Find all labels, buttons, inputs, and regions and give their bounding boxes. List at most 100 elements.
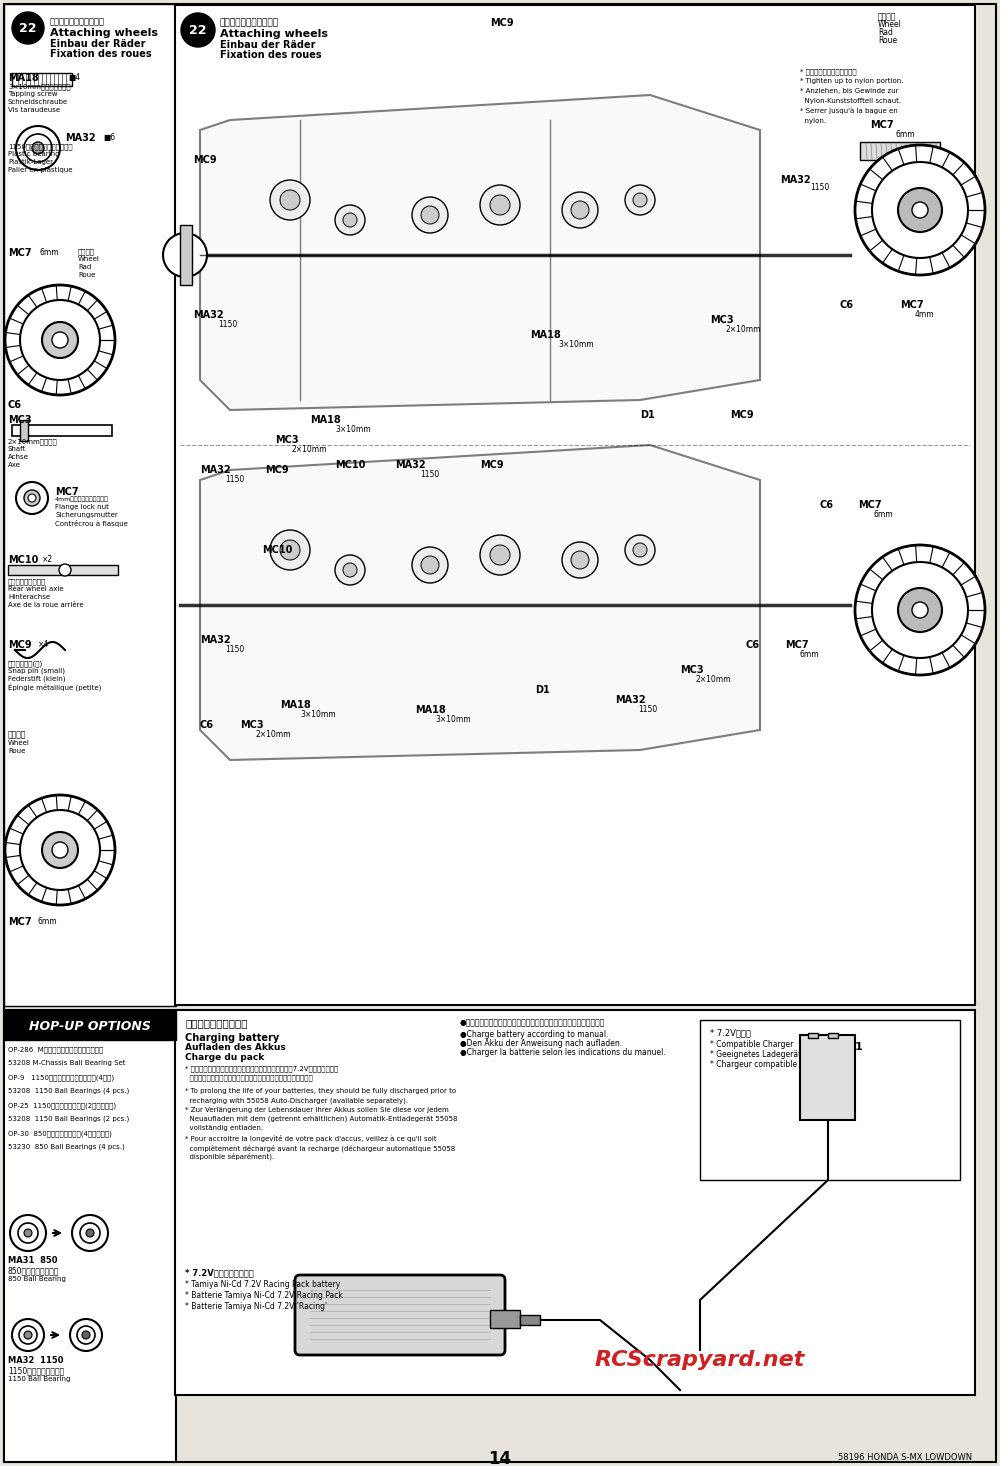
Text: MC3: MC3 xyxy=(710,315,734,325)
Text: MC9: MC9 xyxy=(490,18,514,28)
Bar xyxy=(4,1010,176,1462)
Text: Attaching wheels: Attaching wheels xyxy=(220,29,328,40)
Text: ×2: ×2 xyxy=(42,556,53,564)
Circle shape xyxy=(32,142,44,154)
Text: Roue: Roue xyxy=(8,748,25,754)
Text: 4mm: 4mm xyxy=(915,309,935,320)
Text: * Anziehen, bis Gewinde zur: * Anziehen, bis Gewinde zur xyxy=(800,88,898,94)
Text: MC9: MC9 xyxy=(193,155,217,166)
Circle shape xyxy=(855,145,985,276)
Text: MA32: MA32 xyxy=(200,635,231,645)
Text: Einbau der Räder: Einbau der Räder xyxy=(220,40,316,50)
Text: 4mmフランジロックナット: 4mmフランジロックナット xyxy=(55,496,109,501)
Circle shape xyxy=(625,535,655,564)
Circle shape xyxy=(412,547,448,583)
Text: MA32: MA32 xyxy=(200,465,231,475)
Text: MC3: MC3 xyxy=(8,415,32,425)
Text: Federstift (klein): Federstift (klein) xyxy=(8,676,66,683)
Text: MC10: MC10 xyxy=(335,460,365,471)
Text: C6: C6 xyxy=(820,500,834,510)
Circle shape xyxy=(24,1229,32,1237)
Bar xyxy=(8,564,118,575)
Text: Axe: Axe xyxy=(8,462,21,468)
Text: MA32: MA32 xyxy=(395,460,426,471)
Text: MC3: MC3 xyxy=(240,720,264,730)
Circle shape xyxy=(872,561,968,658)
Circle shape xyxy=(163,233,207,277)
Circle shape xyxy=(625,185,655,216)
Text: MC7: MC7 xyxy=(55,487,79,497)
Text: 1150 Ball Bearing: 1150 Ball Bearing xyxy=(8,1377,70,1382)
Text: * To prolong the life of your batteries, they should be fully discharged prior t: * To prolong the life of your batteries,… xyxy=(185,1088,456,1094)
Bar xyxy=(700,1020,960,1180)
Text: Wheel: Wheel xyxy=(878,21,902,29)
Text: 22: 22 xyxy=(19,22,37,35)
Text: 1150: 1150 xyxy=(638,705,657,714)
Circle shape xyxy=(571,551,589,569)
Circle shape xyxy=(28,494,36,501)
Text: Palier en plastique: Palier en plastique xyxy=(8,167,72,173)
Text: Épingle métallique (petite): Épingle métallique (petite) xyxy=(8,685,101,692)
Text: Hinterachse: Hinterachse xyxy=(8,594,50,600)
Text: ×4: ×4 xyxy=(38,641,49,649)
Bar xyxy=(860,142,940,160)
Bar xyxy=(180,224,192,284)
Text: 1150: 1150 xyxy=(225,645,244,654)
Circle shape xyxy=(16,482,48,515)
Circle shape xyxy=(5,795,115,905)
Text: Roue: Roue xyxy=(78,273,95,279)
Circle shape xyxy=(280,191,300,210)
Text: Tapping screw: Tapping screw xyxy=(8,91,58,97)
Circle shape xyxy=(421,556,439,575)
Bar xyxy=(490,1311,520,1328)
Text: 58196 HONDA S-MX LOWDOWN: 58196 HONDA S-MX LOWDOWN xyxy=(838,1453,972,1462)
Text: Fixation des roues: Fixation des roues xyxy=(220,50,322,60)
Text: 53208  1150 Ball Bearings (2 pcs.): 53208 1150 Ball Bearings (2 pcs.) xyxy=(8,1116,129,1123)
Text: * バッテリーを使わず、長い間放置した場合は、別売の7.2Vレーシングパッ: * バッテリーを使わず、長い間放置した場合は、別売の7.2Vレーシングパッ xyxy=(185,1064,338,1072)
Text: クオートディスチャージャーで放電してから再充電して下さい。: クオートディスチャージャーで放電してから再充電して下さい。 xyxy=(185,1075,313,1080)
Text: 850 Ball Bearing: 850 Ball Bearing xyxy=(8,1275,66,1281)
Circle shape xyxy=(72,1215,108,1250)
Text: Charging battery: Charging battery xyxy=(185,1034,279,1042)
Text: MA32: MA32 xyxy=(65,133,96,144)
Circle shape xyxy=(86,1229,94,1237)
Circle shape xyxy=(270,180,310,220)
Text: vollständig entladen.: vollständig entladen. xyxy=(185,1124,263,1130)
Text: 6mm: 6mm xyxy=(38,918,58,927)
Text: 1150ボールベアリング: 1150ボールベアリング xyxy=(8,1366,64,1375)
Text: （ホイールの取り付け）: （ホイールの取り付け） xyxy=(220,18,279,26)
Text: OP-30  850ボールベアリング(4個入セット): OP-30 850ボールベアリング(4個入セット) xyxy=(8,1130,112,1136)
Text: * Geeignetes Ladegerät: * Geeignetes Ladegerät xyxy=(710,1050,801,1058)
Circle shape xyxy=(490,545,510,564)
Text: 2×10mm: 2×10mm xyxy=(255,730,290,739)
Circle shape xyxy=(912,603,928,619)
Text: * Pour accroitre la longevîté de votre pack d'accus, veillez à ce qu'il soit: * Pour accroitre la longevîté de votre p… xyxy=(185,1135,437,1142)
Circle shape xyxy=(24,490,40,506)
Circle shape xyxy=(912,202,928,218)
Circle shape xyxy=(562,542,598,578)
Text: Rear wheel axle: Rear wheel axle xyxy=(8,586,64,592)
Text: Nylon-Kunststoffteil schaut.: Nylon-Kunststoffteil schaut. xyxy=(800,98,901,104)
Text: 53230  850 Ball Bearings (4 pcs.): 53230 850 Ball Bearings (4 pcs.) xyxy=(8,1143,125,1151)
Text: C6: C6 xyxy=(840,301,854,309)
Text: Attaching wheels: Attaching wheels xyxy=(50,28,158,38)
Text: Rad: Rad xyxy=(878,28,893,37)
Text: リヤホイールアクス: リヤホイールアクス xyxy=(8,578,46,585)
Circle shape xyxy=(77,1327,95,1344)
Circle shape xyxy=(80,1223,100,1243)
Bar xyxy=(520,1315,540,1325)
Polygon shape xyxy=(200,95,760,410)
Text: Schneidschraube: Schneidschraube xyxy=(8,100,68,106)
Text: 2×10mm: 2×10mm xyxy=(292,446,328,454)
Circle shape xyxy=(855,545,985,674)
Text: * Compatible Charger: * Compatible Charger xyxy=(710,1039,793,1050)
Circle shape xyxy=(20,811,100,890)
Circle shape xyxy=(562,192,598,229)
Circle shape xyxy=(633,194,647,207)
Text: 14: 14 xyxy=(488,1450,512,1466)
Text: OP-9   1150プラスチックベアリング(4個入): OP-9 1150プラスチックベアリング(4個入) xyxy=(8,1075,114,1080)
Text: MA18: MA18 xyxy=(310,415,341,425)
Text: 1150: 1150 xyxy=(218,320,237,328)
Text: Plastik-Lager: Plastik-Lager xyxy=(8,158,53,166)
Text: MC3: MC3 xyxy=(680,666,704,674)
